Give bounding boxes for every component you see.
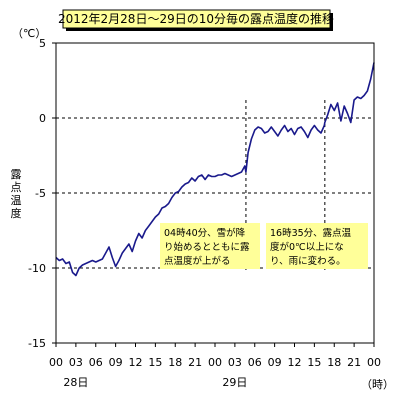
annotation-box [160,223,260,269]
x-tick-label: 03 [69,356,83,369]
x-tick-label: 00 [49,356,63,369]
y-tick-label: 0 [39,112,46,125]
unit-label: （℃） [12,27,46,40]
annotation-text: り始めるとともに露 [164,241,250,253]
x-tick-label: 09 [109,356,123,369]
series-layer [55,62,375,277]
y-axis-label: 露点温度 [11,168,22,220]
annotation-box [266,223,368,269]
x-tick-label: 12 [288,356,302,369]
y-tick-label: -5 [35,187,46,200]
title-box [62,9,331,29]
x-tick-label: 09 [268,356,282,369]
y-tick-label: -10 [28,262,46,275]
dew-point-series-line [55,62,375,277]
x-tick-label: 06 [89,356,103,369]
annotation-text: 04時40分、雪が降 [164,227,246,239]
chart-title: 2012年2月28日～29日の10分毎の露点温度の推移 [58,11,334,26]
x-tick-label: 06 [248,356,262,369]
x-tick-label: 00 [367,356,381,369]
day-labels: 28日 29日 [63,376,247,389]
x-tick-label: 21 [188,356,202,369]
day-label: 28日 [63,376,88,389]
x-tick-label: 18 [168,356,182,369]
annotation-text: 16時35分、露点温 [270,228,352,239]
x-tick-labels: 00 03 06 09 12 15 18 21 00 03 06 09 12 15 18 21 00 [49,343,381,369]
y-tick-labels: 5 0 -5 -10 -15 [28,37,56,350]
annotation-text: り、雨に変わる。 [270,255,346,267]
x-tick-label: 12 [129,356,143,369]
x-tick-label: 03 [228,356,242,369]
annotation-text: 点温度が上がる [164,255,231,267]
x-tick-label: 18 [327,356,341,369]
annotation-text: 度が0℃以上にな [270,241,344,253]
x-tick-label: 15 [148,356,162,369]
day-label: 29日 [222,376,247,389]
y-tick-label: 5 [39,37,46,50]
x-tick-label: 21 [347,356,361,369]
x-tick-label: 15 [307,356,321,369]
x-tick-label: 00 [208,356,222,369]
y-tick-label: -15 [28,337,46,350]
event-markers [245,100,326,270]
x-axis-unit: （時） [361,378,394,391]
